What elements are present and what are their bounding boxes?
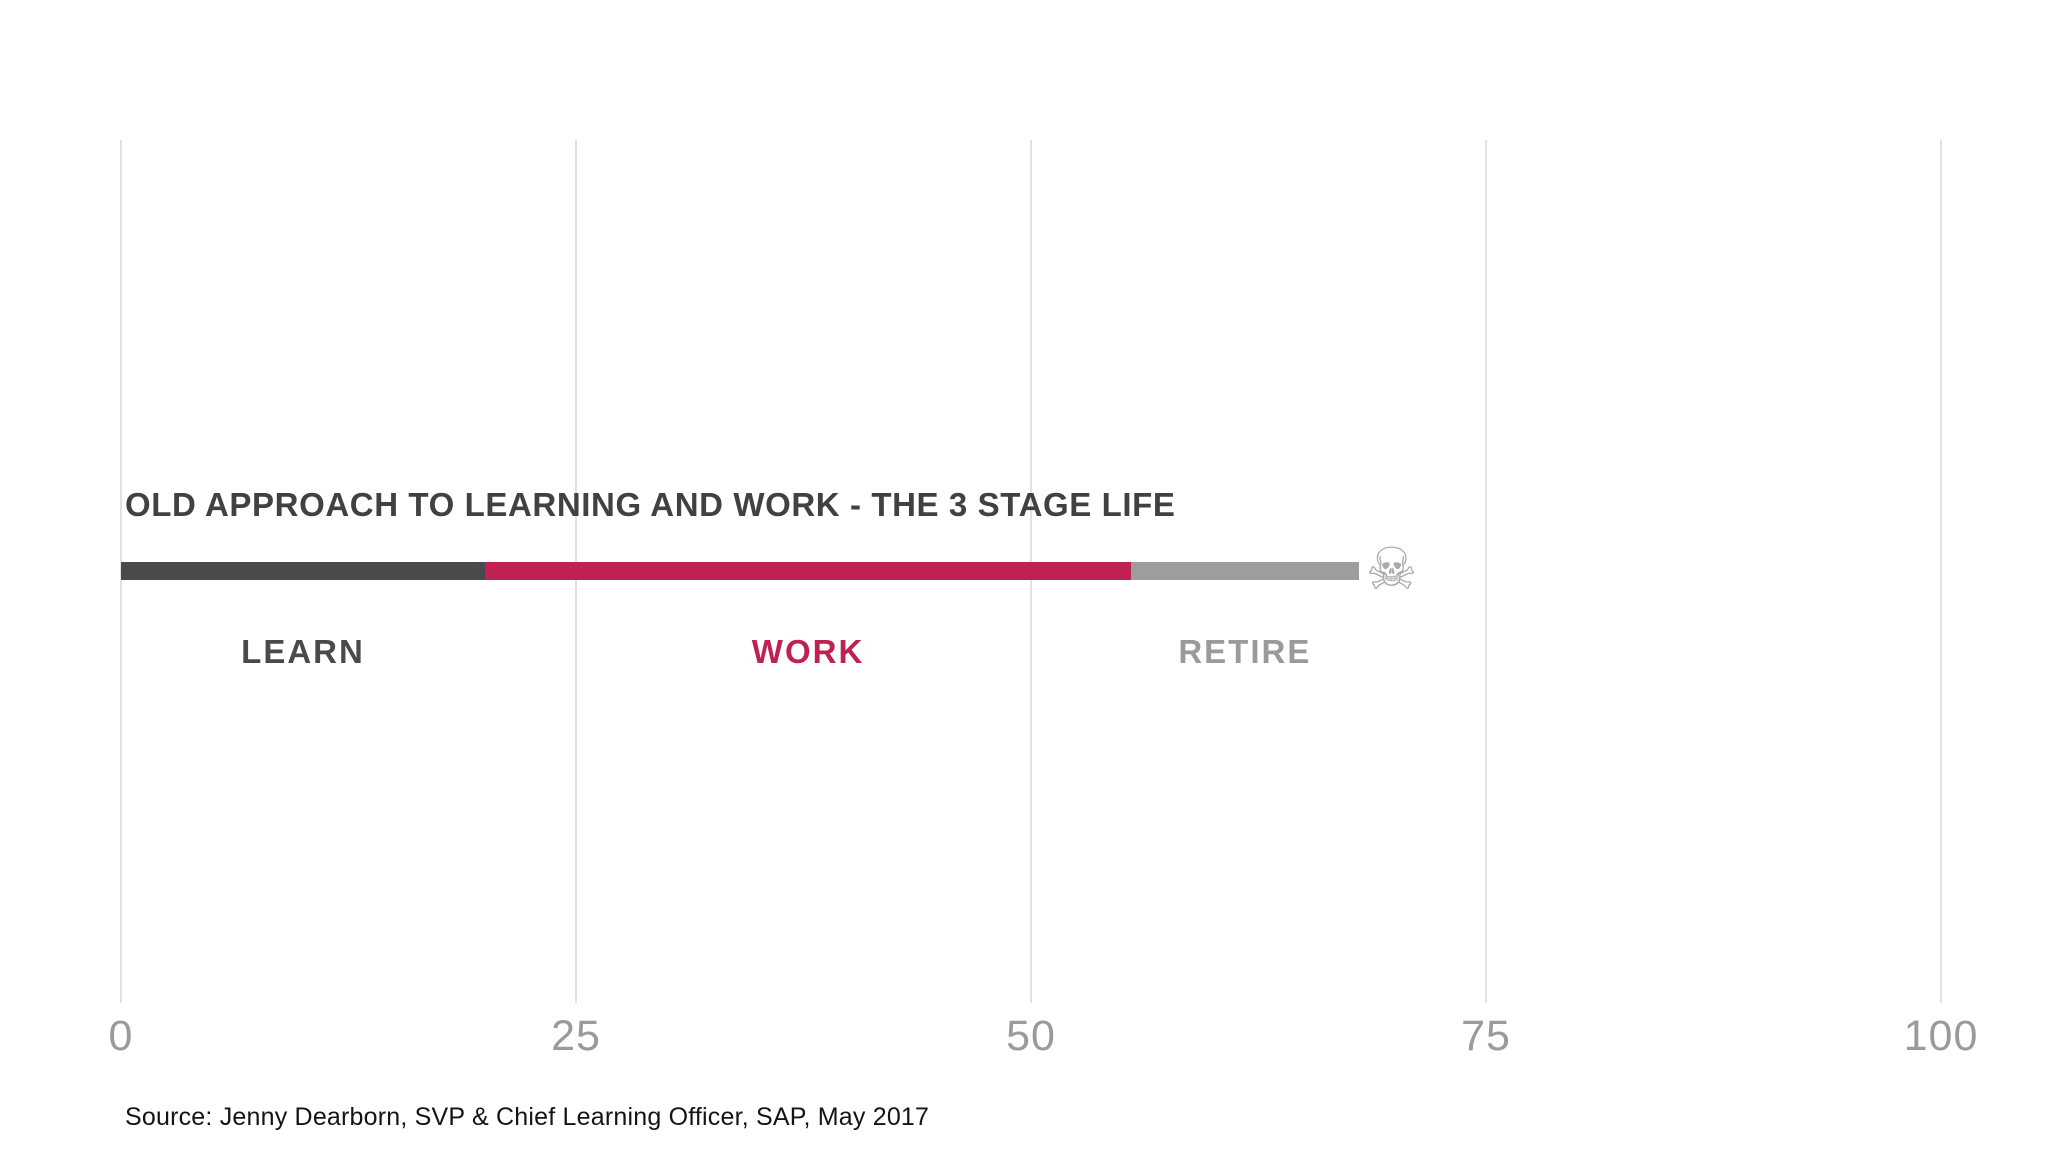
segment-label-learn: LEARN bbox=[241, 633, 365, 670]
tick-label-25: 25 bbox=[551, 1012, 601, 1060]
segment-label-retire: RETIRE bbox=[1178, 633, 1312, 670]
source-attribution: Source: Jenny Dearborn, SVP & Chief Lear… bbox=[125, 1103, 930, 1131]
skull-and-crossbones-icon: ☠ bbox=[1365, 535, 1418, 603]
tick-label-0: 0 bbox=[108, 1012, 134, 1060]
tick-label-75: 75 bbox=[1461, 1012, 1511, 1060]
bar-segment-retire bbox=[1131, 562, 1359, 580]
segment-label-work: WORK bbox=[751, 633, 865, 670]
bar-segment-work bbox=[485, 562, 1132, 580]
tick-label-50: 50 bbox=[1006, 1012, 1056, 1060]
chart-title: OLD APPROACH TO LEARNING AND WORK - THE … bbox=[125, 486, 1176, 523]
gridline-100 bbox=[1940, 140, 1942, 1003]
gridline-75 bbox=[1485, 140, 1487, 1003]
tick-label-100: 100 bbox=[1903, 1012, 1979, 1060]
bar-segment-learn bbox=[121, 562, 485, 580]
